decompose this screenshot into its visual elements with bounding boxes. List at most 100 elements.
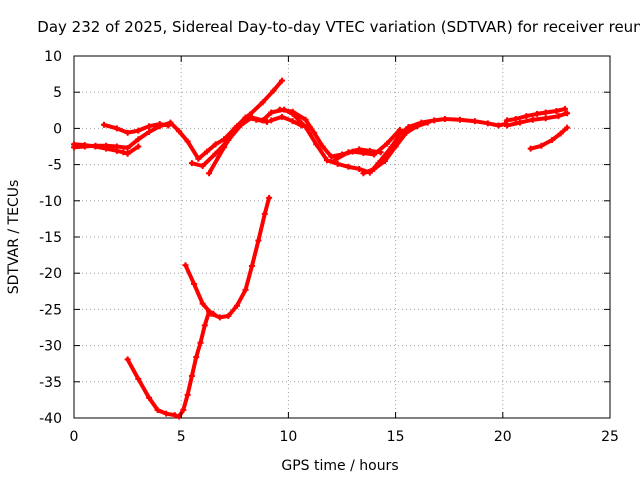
data-point [135, 136, 142, 143]
y-tick-label: -40 [39, 411, 62, 427]
y-axis-label: SDTVAR / TECUs [6, 180, 22, 295]
data-point [165, 122, 172, 129]
series-track-f [277, 107, 402, 159]
data-point [255, 237, 262, 244]
data-point [306, 123, 313, 130]
data-point [555, 113, 562, 120]
data-point [203, 148, 210, 155]
data-point [113, 125, 120, 132]
data-point [529, 116, 536, 123]
data-point [156, 121, 163, 128]
data-point [191, 281, 198, 288]
y-tick-label: -30 [39, 339, 62, 355]
y-tick-label: 10 [44, 49, 62, 65]
data-point [212, 141, 219, 148]
data-point [360, 170, 367, 177]
data-point [182, 262, 189, 269]
data-point [120, 149, 127, 156]
data-point [302, 116, 309, 123]
data-point [356, 165, 363, 172]
data-point [484, 120, 491, 127]
x-tick-label: 0 [70, 429, 79, 445]
data-point [199, 163, 206, 170]
data-point [135, 143, 142, 150]
data-point [561, 105, 568, 112]
y-tick-label: -10 [39, 194, 62, 210]
data-point [384, 140, 391, 147]
data-point [188, 160, 195, 167]
data-point [534, 110, 541, 117]
data-point [124, 144, 131, 151]
data-point [396, 126, 403, 133]
data-point [81, 142, 88, 149]
data-point [263, 118, 270, 125]
data-point [135, 375, 142, 382]
data-point [392, 143, 399, 150]
y-tick-label: -15 [39, 230, 62, 246]
data-point [197, 339, 204, 346]
data-point [259, 117, 266, 124]
data-point [332, 156, 339, 163]
data-point [113, 147, 120, 154]
series-track-n [183, 195, 272, 320]
data-point [101, 121, 108, 128]
data-point [146, 129, 153, 136]
data-point [542, 115, 549, 122]
data-point [298, 122, 305, 129]
data-point [431, 117, 438, 124]
data-point [405, 123, 412, 130]
y-tick-label: -5 [48, 158, 62, 174]
data-point [184, 138, 191, 145]
data-point [268, 109, 275, 116]
x-axis-label: GPS time / hours [281, 458, 398, 474]
data-point [377, 149, 384, 156]
data-point [216, 314, 223, 321]
data-point [495, 122, 502, 129]
data-point [527, 145, 534, 152]
data-point [268, 117, 275, 124]
data-point [564, 110, 571, 117]
data-point [278, 77, 285, 84]
data-point [538, 142, 545, 149]
data-point [512, 115, 519, 122]
x-tick-label: 25 [601, 429, 619, 445]
data-point [549, 136, 556, 143]
chart-title: Day 232 of 2025, Sidereal Day-to-day VTE… [37, 18, 640, 36]
data-point [233, 123, 240, 130]
data-point [201, 322, 208, 329]
data-point [542, 109, 549, 116]
x-tick-label: 5 [177, 429, 186, 445]
data-point [208, 310, 215, 317]
y-tick-label: -35 [39, 375, 62, 391]
data-point [371, 165, 378, 172]
data-point [270, 87, 277, 94]
data-point [381, 157, 388, 164]
y-tick-label: -20 [39, 266, 62, 282]
data-point [311, 129, 318, 136]
data-point [504, 122, 511, 129]
data-point [278, 113, 285, 120]
data-point [135, 127, 142, 134]
axis-ticks: 0 5 10 15 20 25 10 5 0 -5 -10 -15 -20 -25 -30 -35 -40 [39, 49, 619, 445]
data-point [195, 155, 202, 162]
data-point [233, 302, 240, 309]
data-point [334, 160, 341, 167]
x-tick-label: 15 [387, 429, 405, 445]
grid [74, 56, 610, 418]
data-point [441, 115, 448, 122]
data-point [146, 123, 153, 130]
data-point [516, 119, 523, 126]
y-tick-label: -25 [39, 302, 62, 318]
series-track-m [125, 309, 216, 419]
data-point [180, 407, 187, 414]
data-point [206, 170, 213, 177]
data-point [557, 130, 564, 137]
data-point [289, 108, 296, 115]
data-point [504, 117, 511, 124]
data-point [188, 373, 195, 380]
data-point [103, 145, 110, 152]
data-point [225, 312, 232, 319]
data-point [456, 116, 463, 123]
data-point [328, 153, 335, 160]
